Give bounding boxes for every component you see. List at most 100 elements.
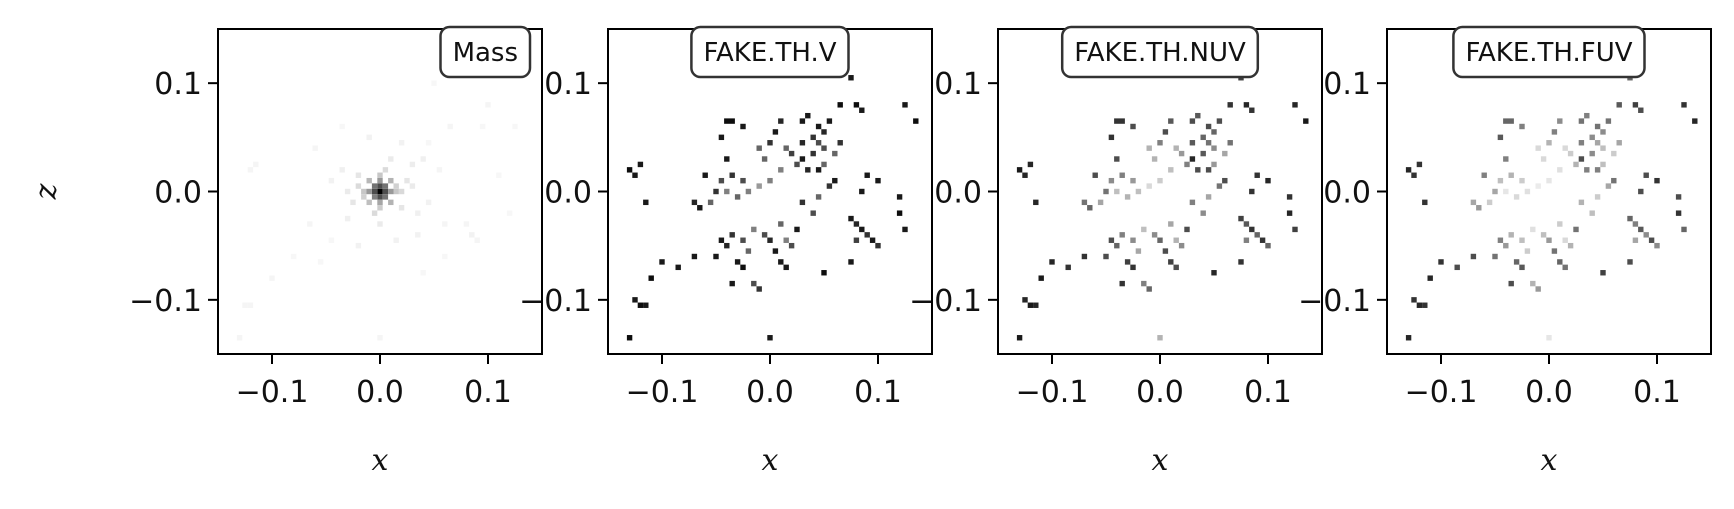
heatmap-cell [1254, 172, 1260, 178]
x-axis-label: x [1152, 443, 1169, 478]
heatmap-cell [713, 253, 719, 260]
heatmap-cell [767, 177, 773, 184]
heatmap-cell [366, 134, 372, 141]
heatmap-cell [1033, 302, 1039, 308]
panel-title-text: Mass [453, 38, 518, 68]
heatmap-cell [767, 140, 773, 146]
heatmap-cell [393, 188, 399, 195]
heatmap-cells [1016, 75, 1309, 341]
heatmap-cell [236, 335, 243, 341]
heatmap-cell [1535, 286, 1541, 292]
y-axis-label: z [29, 183, 64, 200]
heatmap-cell [864, 232, 870, 238]
heatmap-cell [756, 183, 762, 189]
x-tick-label: −0.1 [1016, 375, 1089, 410]
heatmap-cell [637, 302, 644, 308]
heatmap-cell [1675, 194, 1682, 200]
heatmap-cell [377, 183, 383, 189]
heatmap-cell [442, 221, 448, 227]
heatmap-cell [1557, 118, 1563, 124]
heatmap-cell [1546, 335, 1552, 341]
heatmap-cell [648, 275, 654, 281]
heatmap-cell [496, 172, 502, 178]
heatmap-cell [1481, 172, 1487, 178]
heatmap-cell [1119, 118, 1125, 124]
heatmap-cell [853, 237, 860, 243]
panel-title-text: FAKE.TH.V [703, 38, 836, 68]
heatmap-cell [1578, 118, 1585, 124]
heatmap-cell [913, 118, 919, 124]
heatmap-cell [1643, 172, 1649, 178]
heatmap-cell [1594, 194, 1601, 200]
panel-title: FAKE.TH.FUV [1452, 25, 1646, 79]
heatmap-cell [398, 188, 405, 195]
heatmap-cell [778, 259, 784, 265]
heatmap-cell [643, 199, 649, 206]
heatmap-cell [1049, 259, 1055, 265]
heatmap-cell [1470, 253, 1477, 260]
x-axis-label: x [372, 443, 389, 478]
plot-area [608, 29, 932, 354]
heatmap-cell [702, 172, 708, 178]
heatmap-cell [1189, 118, 1196, 124]
heatmap-cell [734, 259, 741, 265]
heatmap-cell [794, 226, 800, 233]
heatmap-cell [1503, 242, 1509, 249]
heatmap-cell [1589, 210, 1595, 216]
heatmap-cell [1632, 221, 1639, 227]
heatmap-cell [1503, 188, 1509, 195]
heatmap-cell [1557, 259, 1563, 265]
x-tick-label: 0.1 [854, 375, 902, 410]
heatmap-cell [1416, 161, 1423, 168]
heatmap-cell [1567, 150, 1574, 157]
heatmap-cell [1157, 335, 1163, 341]
heatmap-cell [713, 188, 719, 195]
heatmap-cell [1038, 275, 1044, 281]
heatmap-cell [1205, 167, 1212, 173]
heatmap-cell [1476, 205, 1482, 211]
y-tick-label: 0.0 [544, 176, 592, 211]
heatmap-cell [799, 118, 806, 124]
heatmap-cell [1600, 129, 1606, 135]
heatmap-cell [377, 335, 383, 341]
heatmap-cell [371, 183, 378, 189]
y-tick-label: 0.1 [544, 67, 592, 102]
heatmap-cell [1259, 237, 1266, 243]
heatmap-cell [783, 264, 789, 271]
heatmap-cell [388, 199, 394, 206]
heatmap-cell [772, 248, 779, 254]
heatmap-cell [1178, 150, 1185, 157]
heatmap-cell [463, 221, 470, 227]
heatmap-cell [366, 199, 372, 206]
heatmap-cell [875, 242, 881, 249]
heatmap-cell [474, 237, 480, 243]
heatmap-cell [1130, 264, 1136, 271]
heatmap-cell [1638, 107, 1644, 113]
heatmap-cell [745, 248, 752, 254]
heatmap-cell [253, 161, 259, 168]
heatmap-cell [1540, 156, 1547, 162]
heatmap-cell [745, 188, 752, 195]
y-tick-label: −0.1 [1298, 284, 1371, 319]
heatmap-cell [1211, 129, 1217, 135]
panel-1: −0.1 0.0 0.1 −0.1 0.0 0.1 x FAKE.TH.V [519, 25, 933, 478]
heatmap-cell [388, 156, 394, 162]
heatmap-cell [1130, 237, 1136, 243]
heatmap-cell [1016, 335, 1023, 341]
panel-0: −0.1 0.0 0.1 −0.1 0.0 0.1 x z Mass [29, 25, 543, 478]
heatmap-cell [377, 177, 383, 184]
heatmap-cell [1486, 199, 1493, 206]
heatmap-cell [382, 194, 389, 200]
heatmap-cell [767, 335, 773, 341]
heatmap-cell [1675, 210, 1682, 216]
x-tick-label: 0.1 [464, 375, 512, 410]
heatmap-cells [626, 75, 919, 341]
heatmap-cell [1189, 156, 1196, 162]
heatmap-cell [1173, 264, 1179, 271]
panel-title-box [1060, 25, 1260, 79]
x-tick-label: 0.1 [1633, 375, 1681, 410]
heatmap-cell [805, 167, 811, 173]
heatmap-cell [1616, 140, 1622, 146]
heatmap-cell [859, 188, 865, 195]
heatmap-cell [1567, 242, 1574, 249]
